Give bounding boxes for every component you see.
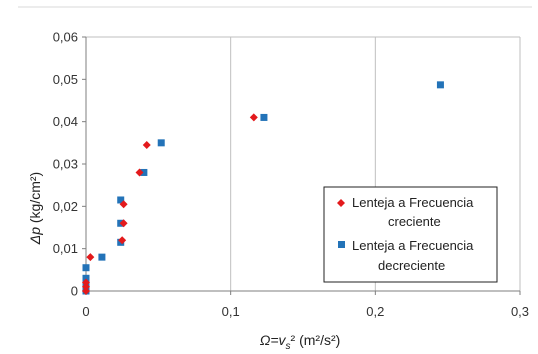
y-tick-label: 0,04 [53, 114, 78, 129]
y-axis-title-text: Δp (kg/cm²) [27, 172, 43, 245]
data-point-decreciente [157, 139, 165, 147]
data-point-creciente [119, 200, 128, 209]
legend-label-creciente: Lenteja a Frecuencia creciente [352, 195, 477, 229]
y-tick-label: 0,05 [53, 72, 78, 87]
legend-label-decreciente-line2: decreciente [378, 258, 445, 273]
data-points [82, 81, 444, 295]
data-point-creciente [82, 278, 90, 287]
legend-label-decreciente: Lenteja a Frecuencia decreciente [352, 238, 477, 273]
data-point-creciente [86, 253, 95, 262]
data-point-decreciente [140, 168, 148, 176]
data-point-creciente [142, 140, 151, 149]
legend-marker-creciente [337, 199, 345, 207]
y-tick-label: 0 [71, 284, 78, 299]
x-tick-label: 0,1 [222, 304, 240, 319]
y-tick-labels: 0 0,01 0,02 0,03 0,04 0,05 0,06 [53, 30, 78, 299]
legend: Lenteja a Frecuencia creciente Lenteja a… [323, 186, 498, 283]
data-point-creciente [82, 282, 90, 291]
data-point-decreciente [436, 81, 444, 89]
y-tick-label: 0,06 [53, 30, 78, 45]
legend-box [323, 186, 498, 283]
y-axis-title: Δp (kg/cm²) [27, 172, 43, 245]
data-point-creciente [118, 236, 127, 245]
legend-label-creciente-line2: creciente [388, 214, 441, 229]
legend-marker-decreciente [338, 241, 345, 248]
data-point-decreciente [82, 264, 90, 272]
x-tick-label: 0,2 [366, 304, 384, 319]
x-tick-label: 0,3 [511, 304, 529, 319]
data-point-creciente [249, 113, 258, 122]
data-point-creciente [82, 287, 90, 295]
x-tick-labels: 0 0,1 0,2 0,3 [82, 304, 529, 319]
data-point-decreciente [117, 196, 125, 204]
x-axis-title: Ω=vs² (m²/s²) [260, 332, 341, 352]
legend-label-creciente-line1: Lenteja a Frecuencia [352, 195, 474, 210]
x-tick-label: 0 [82, 304, 89, 319]
y-tick-label: 0,03 [53, 157, 78, 172]
data-point-decreciente [82, 274, 90, 282]
y-tick-label: 0,01 [53, 241, 78, 256]
data-point-decreciente [98, 253, 106, 261]
data-point-decreciente [260, 113, 268, 121]
legend-label-decreciente-line1: Lenteja a Frecuencia [352, 238, 474, 253]
axes [82, 36, 521, 295]
grid-lines [86, 36, 521, 291]
data-point-creciente [119, 219, 128, 228]
data-point-creciente [135, 168, 144, 177]
y-tick-label: 0,02 [53, 199, 78, 214]
